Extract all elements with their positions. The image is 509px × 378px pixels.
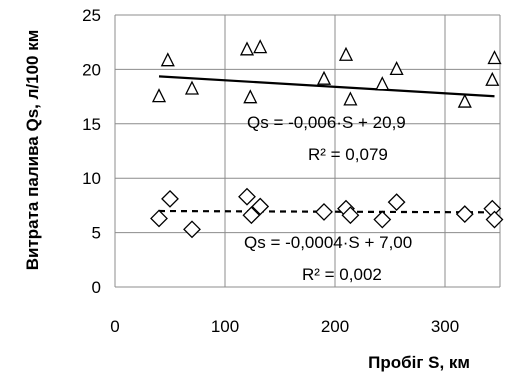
r2-label-2: R² = 0,002 bbox=[302, 265, 382, 284]
diamond-point bbox=[150, 209, 168, 228]
triangle-point bbox=[487, 50, 502, 65]
y-tick-label: 25 bbox=[82, 6, 101, 25]
trendline-1 bbox=[158, 75, 495, 98]
data-points bbox=[150, 39, 504, 239]
grid-lines bbox=[114, 14, 501, 288]
equation-label-2: Qs = -0,0004·S + 7,00 bbox=[244, 233, 412, 252]
triangle-point bbox=[160, 52, 175, 67]
triangle-point bbox=[343, 91, 358, 106]
tick-labels: 0 5 10 15 20 25 0 100 200 300 bbox=[82, 6, 459, 336]
y-axis-title: Витрата палива Qs, л/100 км bbox=[23, 30, 42, 271]
x-tick-label: 200 bbox=[321, 317, 349, 336]
triangle-point bbox=[151, 88, 167, 103]
diamond-point bbox=[242, 206, 261, 225]
x-axis-title: Пробіг S, км bbox=[368, 353, 470, 372]
triangle-point bbox=[253, 39, 268, 54]
diamond-point bbox=[373, 210, 392, 229]
triangle-point bbox=[338, 46, 354, 61]
diamond-point bbox=[315, 203, 333, 221]
y-tick-label: 15 bbox=[82, 115, 101, 134]
triangle-point bbox=[239, 41, 255, 56]
r2-label-1: R² = 0,079 bbox=[308, 145, 388, 164]
y-tick-label: 0 bbox=[92, 278, 101, 297]
triangle-point bbox=[389, 60, 404, 76]
diamond-point bbox=[455, 205, 474, 224]
diamond-point bbox=[238, 187, 256, 206]
triangle-point bbox=[316, 70, 332, 85]
x-tick-label: 300 bbox=[431, 317, 459, 336]
x-tick-label: 100 bbox=[211, 317, 239, 336]
diamond-point bbox=[387, 193, 406, 212]
diamond-point bbox=[251, 197, 270, 216]
diamond-point bbox=[183, 220, 201, 239]
y-tick-label: 5 bbox=[92, 224, 101, 243]
x-tick-label: 0 bbox=[110, 317, 119, 336]
y-tick-label: 20 bbox=[82, 60, 101, 79]
y-tick-label: 10 bbox=[82, 169, 101, 188]
diamond-point bbox=[161, 189, 179, 208]
diamond-point bbox=[341, 206, 360, 225]
equation-label-1: Qs = -0,006·S + 20,9 bbox=[247, 113, 406, 132]
triangle-point bbox=[243, 89, 258, 104]
triangle-point bbox=[184, 80, 200, 95]
triangle-point bbox=[375, 76, 390, 91]
triangle-point bbox=[457, 93, 472, 108]
diamond-point bbox=[485, 210, 504, 229]
triangle-point bbox=[485, 71, 500, 86]
